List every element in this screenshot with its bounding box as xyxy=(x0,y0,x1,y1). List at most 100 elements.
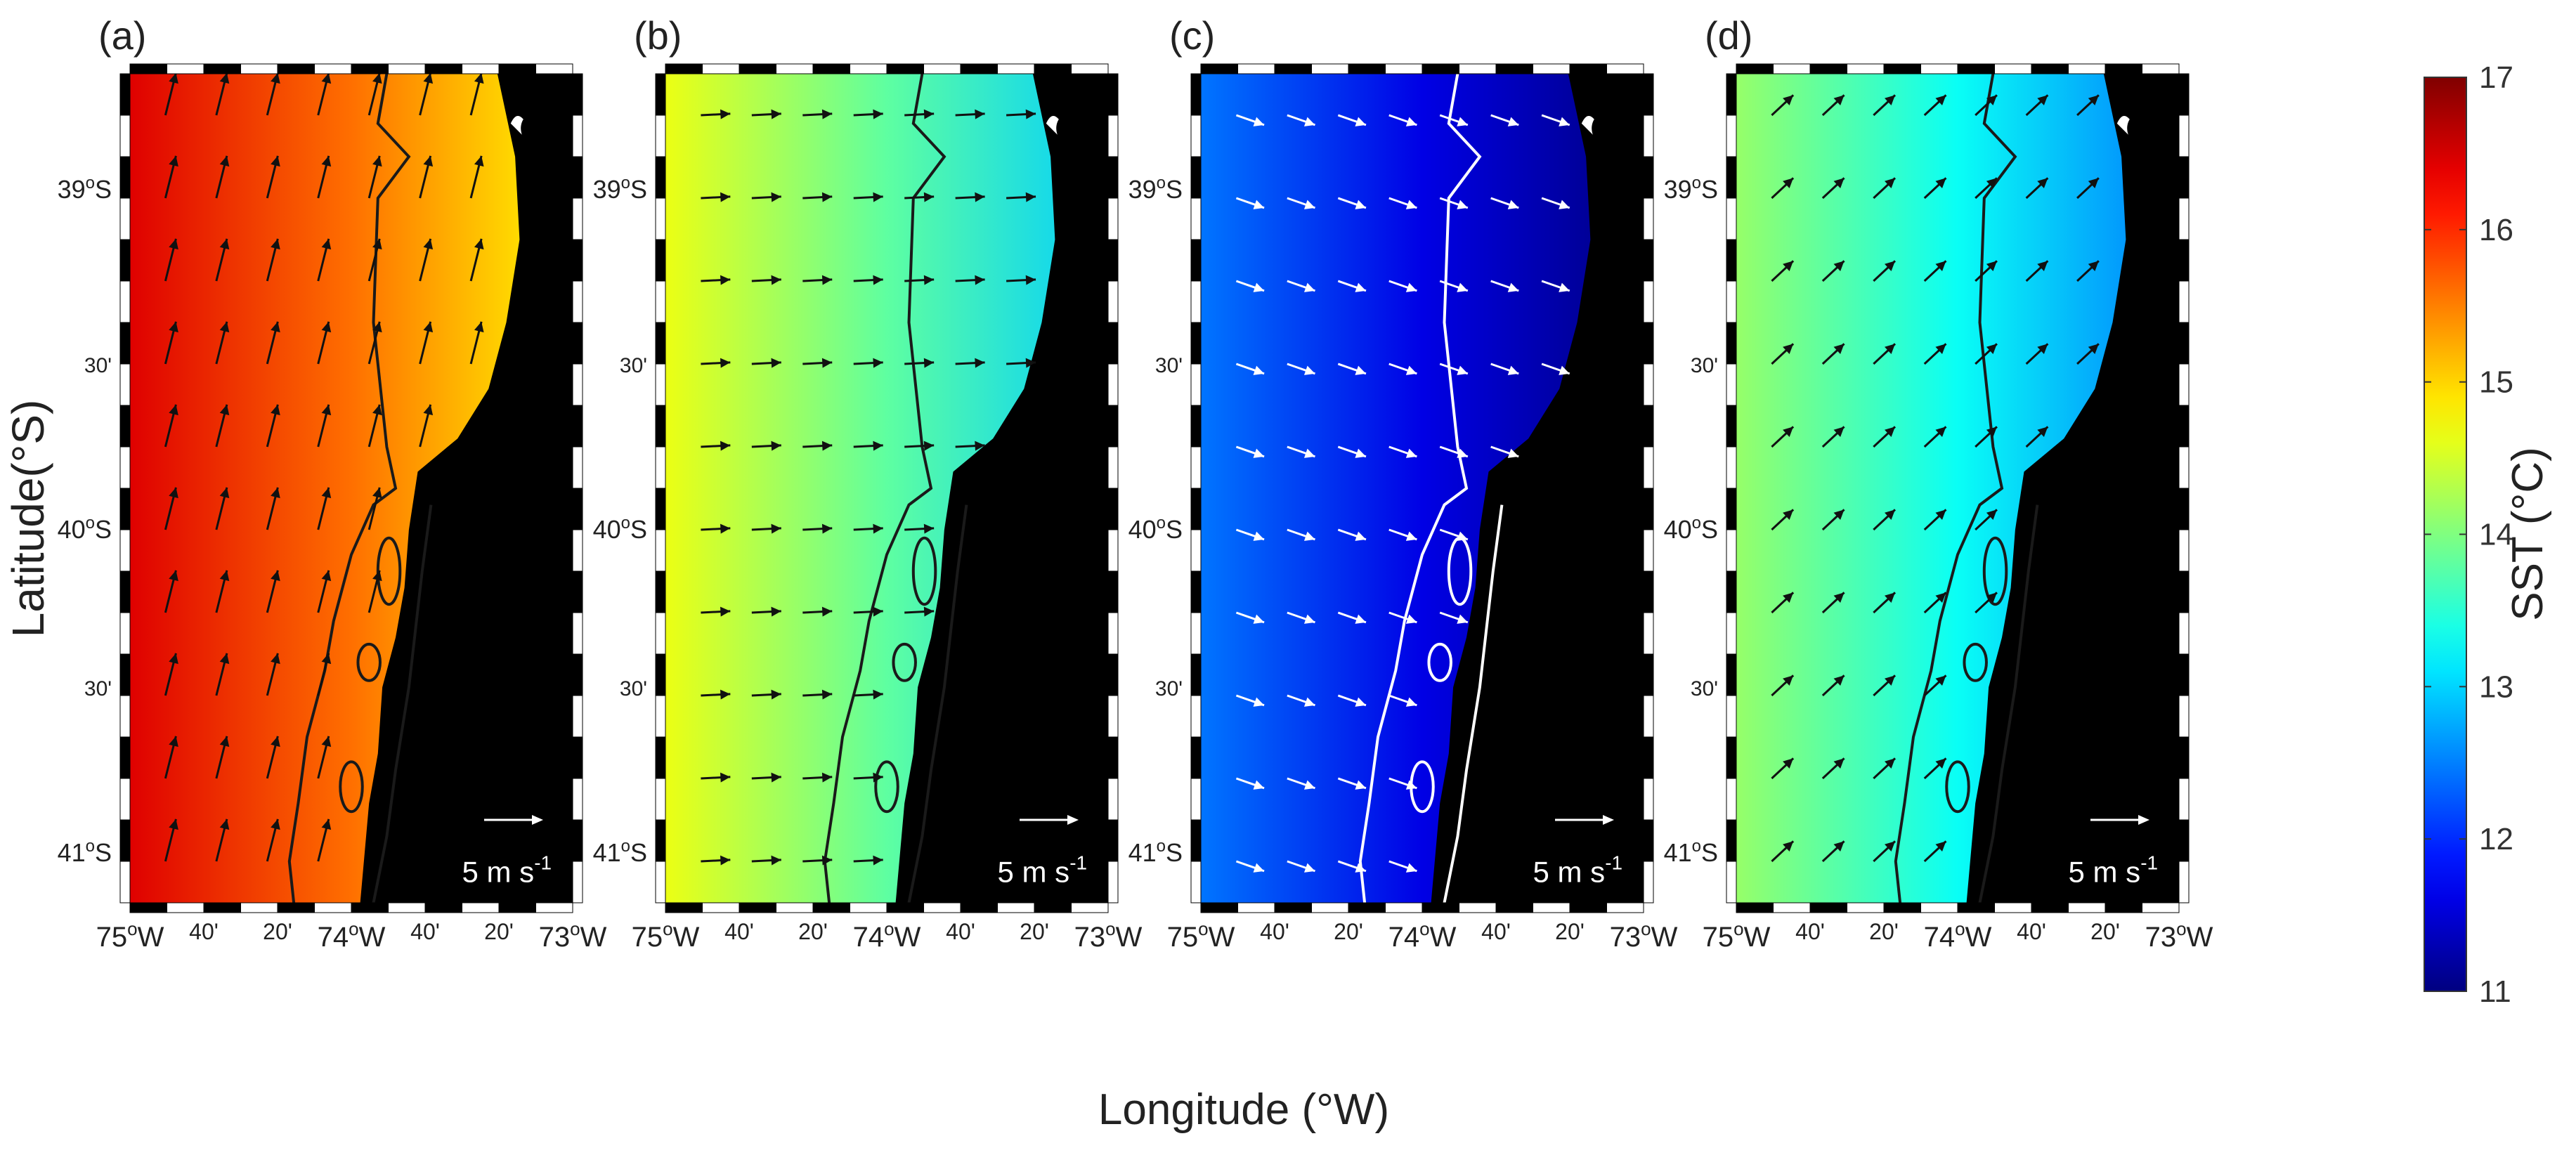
latitude-tick-label: 39oS xyxy=(593,174,647,204)
wind-vector xyxy=(1235,445,1265,458)
wind-vector xyxy=(1439,611,1469,624)
wind-vector xyxy=(904,606,935,617)
wind-vector xyxy=(853,772,883,783)
panel-label: (b) xyxy=(634,13,682,58)
wind-vector xyxy=(904,523,935,534)
longitude-tick-label: 20' xyxy=(484,919,514,944)
wind-vector xyxy=(215,653,230,696)
wind-vector xyxy=(1337,363,1367,375)
wind-vector xyxy=(1771,509,1795,531)
wind-vector xyxy=(2025,426,2049,448)
wind-vector xyxy=(2025,94,2049,117)
wind-vector xyxy=(955,441,985,451)
longitude-tick-label: 40' xyxy=(189,919,219,944)
wind-vector xyxy=(853,275,883,285)
wind-vector xyxy=(419,321,434,365)
wind-vector xyxy=(1821,757,1845,780)
wind-vector xyxy=(1439,528,1469,541)
wind-vector xyxy=(419,72,434,116)
wind-vector xyxy=(802,441,833,451)
wind-vector xyxy=(1873,94,1897,117)
longitude-tick-label: 40' xyxy=(1260,919,1289,944)
wind-vector xyxy=(1337,611,1367,624)
wind-vector xyxy=(853,192,883,202)
wind-vector xyxy=(1821,426,1845,448)
colorbar-tick-label: 16 xyxy=(2479,213,2513,247)
wind-vector xyxy=(1287,777,1315,790)
wind-vector xyxy=(1388,777,1417,790)
wind-vector xyxy=(1821,509,1845,531)
wind-vector xyxy=(1771,177,1795,200)
latitude-tick-label: 30' xyxy=(1691,677,1718,700)
wind-vector xyxy=(317,155,332,199)
wind-scale: 5 m s-1 xyxy=(2069,815,2158,889)
colorbar-label: SST (°C) xyxy=(2504,447,2552,621)
wind-vector xyxy=(1287,197,1315,209)
wind-vector xyxy=(1235,280,1265,292)
wind-vector xyxy=(1873,426,1897,448)
wind-vector xyxy=(751,358,781,368)
wind-vector xyxy=(1771,757,1795,780)
wind-vector xyxy=(469,155,484,199)
wind-vector xyxy=(853,689,883,700)
colorbar-tick-label: 11 xyxy=(2479,974,2511,1009)
wind-vector xyxy=(266,736,280,779)
latitude-tick-label: 41oS xyxy=(593,837,647,867)
wind-scale-exponent: -1 xyxy=(1069,852,1087,874)
isotherm-contour xyxy=(1978,504,2039,903)
panel-label: (d) xyxy=(1705,13,1752,58)
wind-vector xyxy=(266,487,280,530)
wind-vector xyxy=(1439,197,1469,209)
wind-vector xyxy=(853,109,883,119)
isotherm-loop xyxy=(911,536,937,606)
map-panel-a: 5 m s-1(a)75oW 40' 20' 74oW 40' 20' 73oW39oS30… xyxy=(58,13,607,953)
wind-vector xyxy=(853,441,883,451)
wind-vector xyxy=(1873,840,1897,863)
wind-vector xyxy=(802,358,833,368)
wind-vector xyxy=(1337,694,1367,707)
map-frame xyxy=(655,63,1119,913)
wind-vector xyxy=(701,441,731,451)
wind-vector xyxy=(1388,611,1417,624)
wind-vector xyxy=(1821,840,1845,863)
wind-vector xyxy=(1490,114,1519,126)
wind-vector xyxy=(751,441,781,451)
wind-vector xyxy=(751,772,781,783)
wind-vector xyxy=(853,358,883,368)
wind-vector xyxy=(1287,694,1315,707)
latitude-tick-label: 40oS xyxy=(1128,514,1183,544)
wind-vector xyxy=(1923,674,1947,697)
panel-label: (a) xyxy=(98,13,146,58)
wind-scale-exponent: -1 xyxy=(534,852,552,874)
wind-vector xyxy=(1006,358,1036,368)
wind-vector xyxy=(1388,694,1417,707)
wind-vector xyxy=(1975,260,1998,282)
wind-vector xyxy=(1337,445,1367,458)
wind-vector xyxy=(802,109,833,119)
wind-vector xyxy=(164,321,178,365)
wind-vector xyxy=(266,818,280,862)
wind-vector xyxy=(1541,363,1570,375)
longitude-tick-label: 74oW xyxy=(1388,918,1457,953)
wind-vector xyxy=(266,653,280,696)
latitude-tick-label: 39oS xyxy=(1664,174,1718,204)
wind-vector xyxy=(1235,197,1265,209)
wind-vector xyxy=(802,192,833,202)
latitude-tick-label: 39oS xyxy=(1128,174,1183,204)
wind-vector xyxy=(164,155,178,199)
wind-vector xyxy=(955,109,985,119)
wind-vector xyxy=(1873,343,1897,365)
longitude-tick-label: 74oW xyxy=(853,918,921,953)
wind-vector xyxy=(1873,674,1897,697)
land-mask xyxy=(1966,74,2179,903)
wind-vector xyxy=(904,192,935,202)
isotherm-contour xyxy=(1358,73,1482,903)
wind-vector xyxy=(1771,260,1795,282)
wind-vector xyxy=(751,606,781,617)
map-frame xyxy=(1726,63,2190,913)
wind-vector xyxy=(317,570,332,613)
wind-vector xyxy=(904,109,935,119)
wind-vector xyxy=(751,523,781,534)
latitude-tick-label: 30' xyxy=(1155,677,1183,700)
